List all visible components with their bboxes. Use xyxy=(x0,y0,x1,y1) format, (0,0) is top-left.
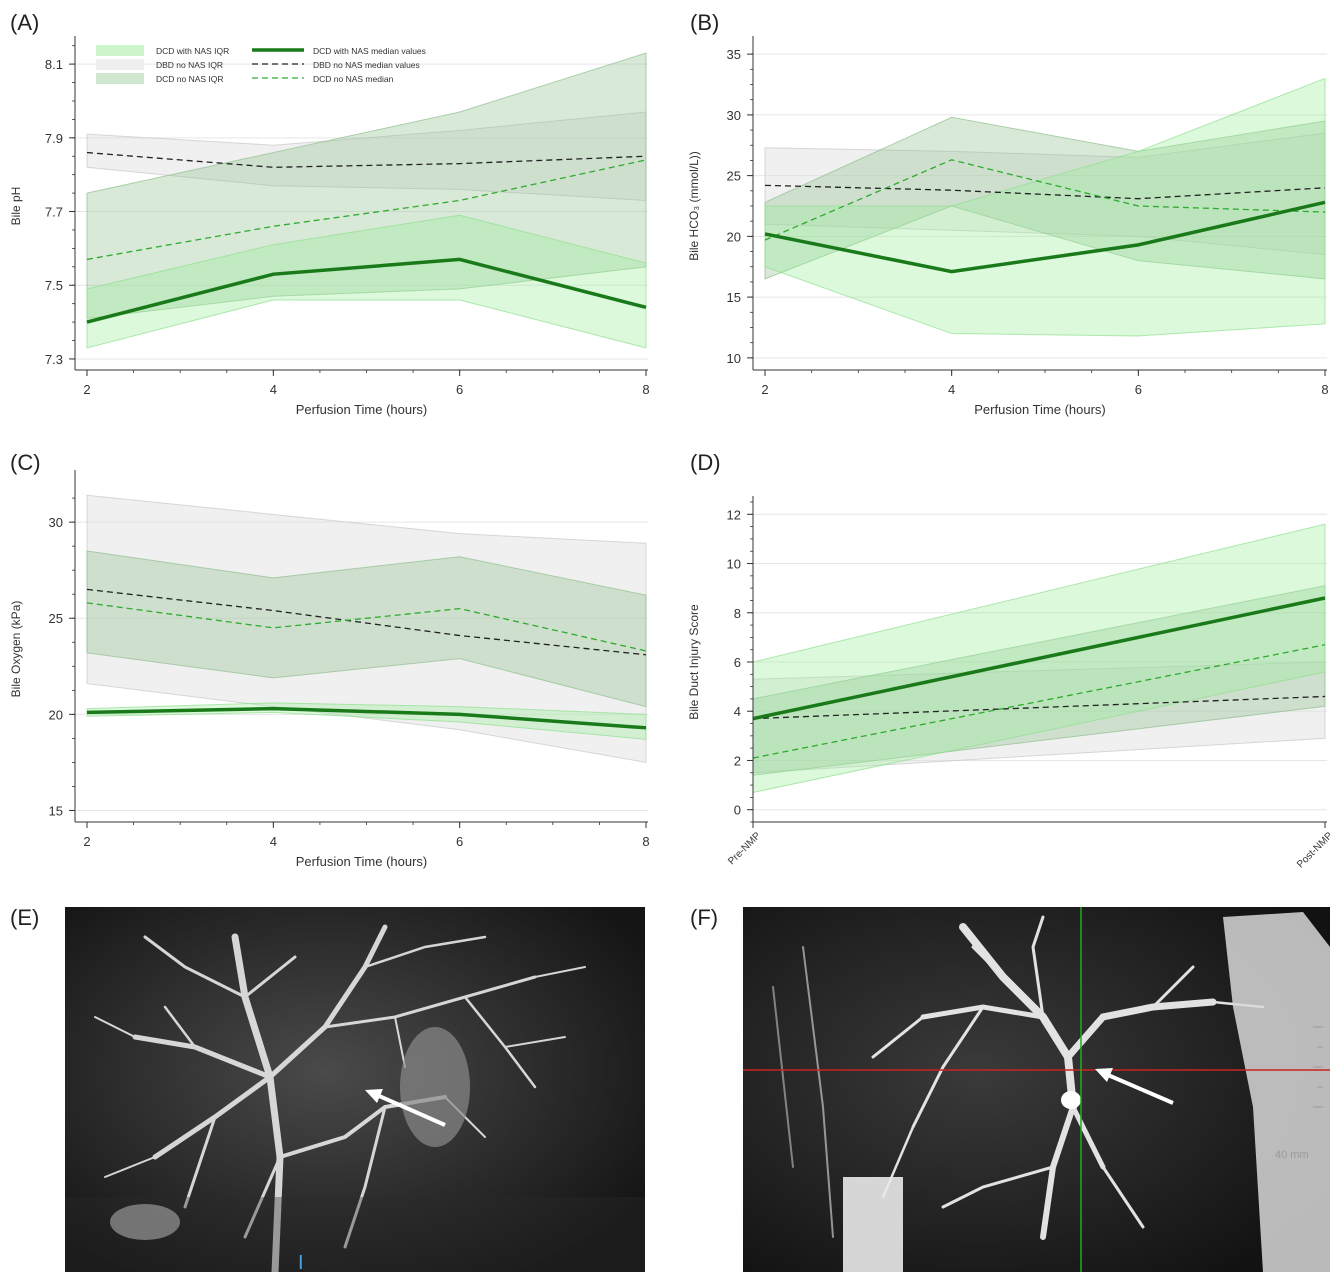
y-tick-label-c-0: 15 xyxy=(49,803,63,818)
arrow-e-shaft xyxy=(376,1093,446,1127)
chart-panel-c: 15 20 25 30 2 4 6 8 Perfusion Time (hours) Bile O… xyxy=(9,470,650,869)
x-tick-label-b-3: 8 xyxy=(1321,382,1328,397)
series-b-dcd-with-nas-iqr xyxy=(764,77,1326,337)
legend-label-dcd-no-nas-iqr: DCD no NAS IQR xyxy=(156,74,224,84)
y-tick-label-d-0: 0 xyxy=(734,803,741,818)
series-b-dcd-with-nas-median-values xyxy=(764,200,1326,274)
panel-label-f: (F) xyxy=(690,905,719,930)
y-tick-label-b-5: 35 xyxy=(727,47,741,62)
y-tick-label-d-3: 6 xyxy=(734,655,741,670)
mrcp-image-e: I xyxy=(65,907,645,1272)
legend-label-dcd-no-nas-median: DCD no NAS median xyxy=(313,74,394,84)
y-axis-title-a: Bile pH xyxy=(9,187,23,226)
x-tick-label-a-2: 6 xyxy=(456,382,463,397)
x-axis-title-c: Perfusion Time (hours) xyxy=(296,854,428,869)
chart-panel-a: 7.3 7.5 7.7 7.9 8.1 2 4 6 8 Perfusion Time (hours… xyxy=(9,36,650,417)
y-tick-label-c-3: 30 xyxy=(49,515,63,530)
arrow-e-head xyxy=(365,1089,383,1103)
panel-label-e: (E) xyxy=(10,905,40,930)
y-tick-label-a-0: 7.3 xyxy=(45,352,63,367)
x-tick-label-a-3: 8 xyxy=(642,382,649,397)
scale-label-f: 40 mm xyxy=(1275,1149,1309,1161)
y-tick-label-b-1: 15 xyxy=(727,290,741,305)
marker-e: I xyxy=(298,1252,304,1272)
panel-label-a: (A) xyxy=(10,10,40,35)
x-tick-label-c-0: 2 xyxy=(83,834,90,849)
series-c-dcd-with-nas-iqr xyxy=(86,702,647,740)
y-tick-label-c-1: 20 xyxy=(49,707,63,722)
x-tick-label-c-3: 8 xyxy=(642,834,649,849)
chart-legend: DCD with NAS IQR DBD no NAS IQR DCD no N… xyxy=(96,45,426,84)
series-d-dbd-no-nas-median-values xyxy=(752,695,1326,720)
x-axis-title-a: Perfusion Time (hours) xyxy=(296,402,428,417)
legend-swatch-dcd-nas-iqr xyxy=(96,45,144,56)
series-c-dcd-no-nas-median xyxy=(86,602,647,652)
y-tick-label-c-2: 25 xyxy=(49,611,63,626)
mrcp-image-e-graphic: I xyxy=(65,907,645,1272)
arrow-f-head xyxy=(1095,1068,1113,1082)
x-tick-label-a-1: 4 xyxy=(270,382,277,397)
series-a-dcd-no-nas-median xyxy=(86,159,647,261)
x-tick-label-b-2: 6 xyxy=(1135,382,1142,397)
chart-panel-b: 10 15 20 25 30 35 2 4 6 8 Perfusion Time (hours) Bi… xyxy=(687,36,1329,417)
x-tick-label-b-1: 4 xyxy=(948,382,955,397)
x-tick-label-b-0: 2 xyxy=(761,382,768,397)
legend-swatch-dcd-no-nas-iqr xyxy=(96,73,144,84)
y-tick-label-b-0: 10 xyxy=(727,351,741,366)
panel-label-c: (C) xyxy=(10,450,41,475)
panel-label-b: (B) xyxy=(690,10,720,35)
x-axis-title-b: Perfusion Time (hours) xyxy=(974,402,1106,417)
series-b-dbd-no-nas-median-values xyxy=(764,184,1326,200)
y-tick-label-d-5: 10 xyxy=(727,557,741,572)
mrcp-image-f: 40 mm xyxy=(743,907,1330,1272)
legend-label-dbd-iqr: DBD no NAS IQR xyxy=(156,60,223,70)
y-tick-label-b-4: 30 xyxy=(727,108,741,123)
y-tick-label-a-4: 8.1 xyxy=(45,57,63,72)
y-tick-label-b-3: 25 xyxy=(727,169,741,184)
y-tick-label-d-1: 2 xyxy=(734,753,741,768)
series-d-dcd-no-nas-median xyxy=(752,644,1326,759)
x-tick-label-d-0: Pre-NMP xyxy=(726,830,763,867)
legend-label-dbd-median: DBD no NAS median values xyxy=(313,60,420,70)
y-tick-label-d-4: 8 xyxy=(734,606,741,621)
arrow-f-shaft xyxy=(1107,1073,1174,1105)
panel-label-d: (D) xyxy=(690,450,721,475)
y-tick-label-a-3: 7.9 xyxy=(45,131,63,146)
mrcp-image-f-graphic: 40 mm xyxy=(743,907,1330,1272)
legend-label-dcd-nas-median: DCD with NAS median values xyxy=(313,46,426,56)
x-tick-label-c-1: 4 xyxy=(270,834,277,849)
y-tick-label-d-6: 12 xyxy=(727,507,741,522)
x-tick-label-d-1: Post-NMP xyxy=(1295,830,1330,870)
y-axis-title-d: Bile Duct Injury Score xyxy=(687,604,701,720)
series-c-dbd-no-nas-median-values xyxy=(86,588,647,656)
y-tick-label-a-2: 7.7 xyxy=(45,205,63,220)
y-tick-label-b-2: 20 xyxy=(727,229,741,244)
series-a-dbd-no-nas-median-values xyxy=(86,151,647,168)
chart-panel-d: 0 2 4 6 8 10 12 Pre-NMP Post-NMP Bile Duct Injury… xyxy=(687,496,1330,870)
y-tick-label-a-1: 7.5 xyxy=(45,278,63,293)
series-a-dcd-with-nas-median-values xyxy=(86,257,647,324)
series-c-dbd-no-nas-iqr xyxy=(86,494,647,764)
y-tick-label-d-2: 4 xyxy=(734,704,741,719)
series-a-dcd-with-nas-iqr xyxy=(86,214,647,349)
y-axis-title-b: Bile HCO₃ (mmol/L)) xyxy=(687,151,701,261)
series-d-dcd-with-nas-median-values xyxy=(752,596,1326,721)
series-c-dcd-no-nas-iqr xyxy=(86,550,647,708)
x-tick-label-c-2: 6 xyxy=(456,834,463,849)
y-axis-title-c: Bile Oxygen (kPa) xyxy=(9,601,23,698)
x-tick-label-a-0: 2 xyxy=(83,382,90,397)
series-b-dcd-no-nas-median xyxy=(764,159,1326,241)
series-c-dcd-with-nas-median-values xyxy=(86,706,647,730)
legend-swatch-dbd-iqr xyxy=(96,59,144,70)
legend-label-dcd-nas-iqr: DCD with NAS IQR xyxy=(156,46,229,56)
